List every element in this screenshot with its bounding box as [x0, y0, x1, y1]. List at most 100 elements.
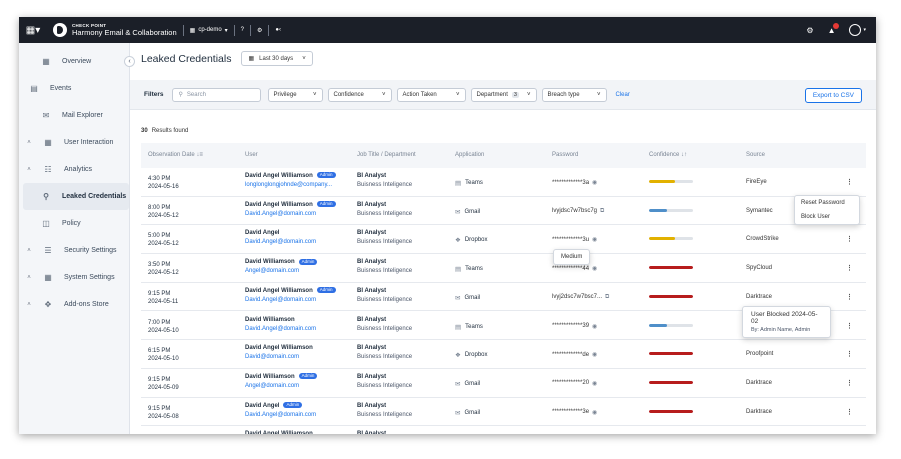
- sidebar-item-system-settings[interactable]: ˄ ▦ System Settings: [19, 264, 129, 291]
- column-header-confidence[interactable]: Confidence ↓↑: [649, 152, 687, 158]
- admin-badge: Admin: [298, 373, 318, 380]
- brand-small: CHECK POINT: [72, 23, 107, 28]
- copy-icon[interactable]: ⧉: [600, 207, 605, 214]
- source-cell: Darktrace: [746, 379, 773, 386]
- search-input[interactable]: ⚲ Search: [171, 87, 261, 102]
- user-email-link[interactable]: longlonglongjohnde@company...: [245, 182, 333, 188]
- user-email-link[interactable]: Angel@domain.com: [245, 268, 300, 275]
- table-row[interactable]: 3:50 PM 2024-05-12 David Williamson Admin An…: [141, 254, 866, 283]
- date-range-dropdown[interactable]: ▦ Last 30 days ˅: [241, 51, 313, 66]
- row-actions-kebab-icon[interactable]: ⋮: [846, 322, 853, 330]
- application-cell: ❖ Dropbox: [455, 236, 488, 244]
- user-name: David Williamson: [245, 316, 295, 323]
- department-filter[interactable]: Department 3 ˅: [470, 87, 537, 102]
- row-actions-kebab-icon[interactable]: ⋮: [846, 408, 853, 416]
- table-row[interactable]: 5:00 PM 2024-05-12 David Angel David.Angel@…: [141, 225, 866, 255]
- row-actions-kebab-icon[interactable]: ⋮: [846, 379, 853, 387]
- row-actions-kebab-icon[interactable]: ⋮: [846, 236, 853, 244]
- table-row[interactable]: 9:15 PM 2024-05-11 David Angel Williamson A…: [141, 283, 866, 312]
- chevron-down-icon: ˅: [382, 91, 386, 98]
- gmail-icon: ✉: [455, 294, 461, 302]
- observation-time: 5:00 PM: [148, 233, 171, 240]
- tenant-selector[interactable]: ▦ cp-demo ▾: [190, 27, 228, 34]
- show-password-eye-icon[interactable]: ◉: [592, 352, 598, 359]
- announcement-icon[interactable]: ●‹: [275, 27, 282, 33]
- gear-icon[interactable]: ⚙: [806, 25, 814, 35]
- user-menu[interactable]: ▾: [849, 24, 866, 36]
- gmail-icon: ✉: [455, 208, 461, 216]
- confidence-filter-label: Confidence: [333, 91, 364, 98]
- show-password-eye-icon[interactable]: ◉: [592, 180, 598, 186]
- confidence-filter[interactable]: Confidence ˅: [327, 87, 392, 102]
- top-bar: ▦▾ CHECK POINT Harmony Email & Collabora…: [19, 17, 876, 43]
- sidebar-item-overview[interactable]: ▦ Overview: [19, 48, 129, 75]
- sidebar-item-mail-explorer[interactable]: ✉ Mail Explorer: [19, 102, 129, 129]
- password-value: *************44: [552, 265, 590, 272]
- table-row[interactable]: 4:30 PM 2024-05-16 David Angel Williamson A…: [141, 168, 866, 197]
- notifications-icon[interactable]: ▲: [828, 22, 840, 35]
- show-password-eye-icon[interactable]: ◉: [592, 237, 598, 244]
- user-email-link[interactable]: David.Angel@domain.com: [245, 296, 317, 303]
- table-row[interactable]: 7:00 PM 2024-05-10 David Williamson David.A…: [141, 312, 866, 341]
- observation-time: 9:15 PM: [148, 290, 171, 297]
- sidebar-item-analytics[interactable]: ˄ ☷ Analytics: [19, 156, 129, 183]
- confidence-bar-fill: [649, 266, 693, 270]
- sidebar-item-addons-store[interactable]: ˄ ✥ Add-ons Store: [19, 291, 129, 318]
- row-actions-kebab-icon[interactable]: ⋮: [846, 179, 853, 186]
- show-password-eye-icon[interactable]: ◉: [592, 323, 598, 330]
- user-email-link[interactable]: David.Angel@domain.com: [245, 411, 317, 418]
- row-actions-kebab-icon[interactable]: ⋮: [846, 293, 853, 301]
- job-title: BI Analyst: [357, 345, 387, 352]
- table-row[interactable]: 9:15 PM 2024-05-08 David Angel Admin David.A…: [141, 398, 866, 427]
- app-grid-icon[interactable]: ▦▾: [25, 24, 41, 36]
- collapse-sidebar-button[interactable]: ‹: [124, 56, 135, 67]
- password-cell: lvyj2dsc7w7bsc7... ⧉: [552, 294, 609, 301]
- divider: [268, 24, 270, 36]
- breach-type-filter[interactable]: Breach type ˅: [541, 87, 607, 102]
- column-header-observation-date[interactable]: Observation Date ↓≡: [148, 152, 203, 158]
- search-placeholder: Search: [186, 91, 206, 98]
- notification-badge: [833, 22, 840, 29]
- privilege-filter[interactable]: Privilege ˅: [267, 87, 323, 102]
- application-cell: ✉ Gmail: [455, 294, 480, 302]
- sidebar-item-security-settings[interactable]: ˄ ☰ Security Settings: [19, 237, 129, 264]
- clear-filters-link[interactable]: Clear: [615, 91, 630, 98]
- observation-time: 9:15 PM: [148, 376, 171, 383]
- block-user-menu-item[interactable]: Block User: [801, 214, 831, 220]
- job-title: BI Analyst: [357, 259, 387, 266]
- table-row[interactable]: 6:15 PM 2024-05-10 David Angel Williamson D…: [141, 340, 866, 369]
- reset-password-menu-item[interactable]: Reset Password: [801, 200, 845, 206]
- settings-icon[interactable]: ⚙: [257, 27, 263, 34]
- sidebar-item-leaked-credentials[interactable]: ⚲ Leaked Credentials: [23, 183, 129, 210]
- avatar-icon: [849, 24, 862, 36]
- show-password-eye-icon[interactable]: ◉: [592, 409, 598, 416]
- export-csv-button[interactable]: Export to CSV: [804, 88, 862, 103]
- table-row[interactable]: 9:15 PMDavid Angel WilliamsonBI Analyst⋮: [141, 426, 866, 434]
- sidebar-item-user-interaction[interactable]: ˄ ▦ User Interaction: [19, 129, 129, 156]
- observation-date-cell: 9:15 PM 2024-05-11: [148, 290, 178, 306]
- job-title: BI Analyst: [357, 373, 387, 380]
- blocked-tooltip-subtitle: By: Admin Name, Admin: [751, 327, 811, 333]
- user-email-link[interactable]: David@domain.com: [245, 354, 300, 361]
- help-icon[interactable]: ?: [240, 27, 245, 33]
- user-email-link[interactable]: David.Angel@domain.com: [245, 325, 317, 332]
- user-interaction-icon: ▦: [44, 138, 52, 147]
- table-row[interactable]: 8:00 PM 2024-05-12 David Angel Williamson A…: [141, 197, 866, 226]
- row-actions-kebab-icon[interactable]: ⋮: [846, 351, 853, 359]
- user-email-link[interactable]: David.Angel@domain.com: [245, 239, 317, 246]
- show-password-eye-icon[interactable]: ◉: [592, 380, 598, 387]
- results-count: 30 Results found: [141, 128, 188, 134]
- sidebar-item-policy[interactable]: ◫ Policy: [19, 210, 129, 237]
- copy-icon[interactable]: ⧉: [605, 293, 610, 300]
- table-row[interactable]: 9:15 PM 2024-05-09 David Williamson Admin An…: [141, 369, 866, 398]
- user-cell: David Angel Williamson Admin David.Angel@d…: [245, 287, 336, 305]
- department: Buisness Inteligence: [357, 268, 413, 275]
- password-cell: *************44 ◉: [552, 265, 598, 273]
- sidebar-item-events[interactable]: ▤ Events: [19, 75, 129, 102]
- show-password-eye-icon[interactable]: ◉: [592, 266, 598, 273]
- sidebar-item-label: User Interaction: [64, 139, 114, 146]
- user-email-link[interactable]: David.Angel@domain.com: [245, 210, 317, 217]
- action-taken-filter[interactable]: Action Taken ˅: [396, 87, 466, 102]
- user-email-link[interactable]: Angel@domain.com: [245, 382, 300, 389]
- row-actions-kebab-icon[interactable]: ⋮: [846, 265, 853, 273]
